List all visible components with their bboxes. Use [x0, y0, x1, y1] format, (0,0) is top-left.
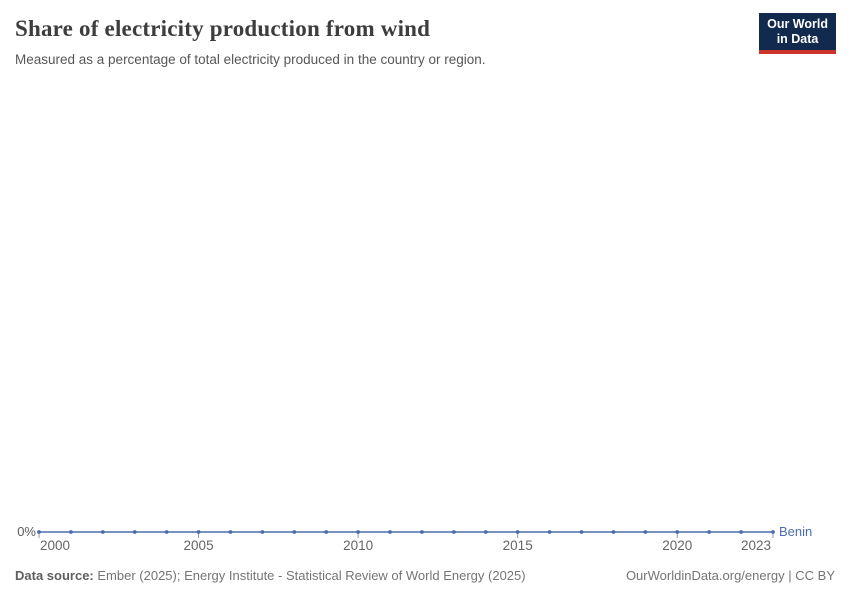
data-point[interactable] [515, 530, 520, 534]
data-point[interactable] [100, 530, 105, 534]
data-point[interactable] [547, 530, 552, 534]
x-tick-label: 2010 [343, 538, 374, 553]
y-axis-zero-label: 0% [17, 524, 36, 539]
x-tick-label: 2023 [740, 538, 771, 553]
data-point[interactable] [611, 530, 616, 534]
data-point[interactable] [579, 530, 584, 534]
data-source-value: Ember (2025); Energy Institute - Statist… [97, 568, 526, 583]
chart-header: Share of electricity production from win… [15, 0, 836, 68]
data-point[interactable] [260, 530, 265, 534]
data-point[interactable] [356, 530, 361, 534]
data-point[interactable] [771, 530, 775, 534]
chart-footer: Data source: Ember (2025); Energy Instit… [15, 568, 835, 584]
data-source: Data source: Ember (2025); Energy Instit… [15, 568, 526, 584]
data-point[interactable] [739, 530, 743, 534]
data-point[interactable] [707, 530, 712, 534]
data-source-label: Data source: [15, 568, 94, 583]
data-point[interactable] [37, 530, 41, 534]
footer-links[interactable]: OurWorldinData.org/energy | CC BY [625, 568, 835, 583]
owid-logo-line1: Our World [767, 17, 828, 31]
owid-logo: Our World in Data [759, 13, 836, 54]
data-point[interactable] [69, 530, 73, 534]
data-point[interactable] [132, 530, 137, 534]
data-point[interactable] [196, 530, 201, 534]
page-title: Share of electricity production from win… [15, 16, 431, 41]
chart-subtitle: Measured as a percentage of total electr… [15, 52, 486, 67]
data-point[interactable] [483, 530, 488, 534]
data-point[interactable] [643, 530, 648, 534]
data-point[interactable] [228, 530, 233, 534]
x-tick-label: 2015 [502, 538, 533, 553]
x-tick-label: 2005 [183, 538, 214, 553]
data-point[interactable] [164, 530, 169, 534]
data-point[interactable] [292, 530, 297, 534]
x-tick-label: 2000 [40, 538, 71, 553]
data-point[interactable] [675, 530, 680, 534]
series-label-benin[interactable]: Benin [779, 524, 813, 539]
data-point[interactable] [451, 530, 456, 534]
data-point[interactable] [420, 530, 424, 534]
x-tick-label: 2020 [662, 538, 693, 553]
data-point[interactable] [388, 530, 392, 534]
data-point[interactable] [324, 530, 329, 534]
owid-logo-line2: in Data [776, 32, 819, 46]
